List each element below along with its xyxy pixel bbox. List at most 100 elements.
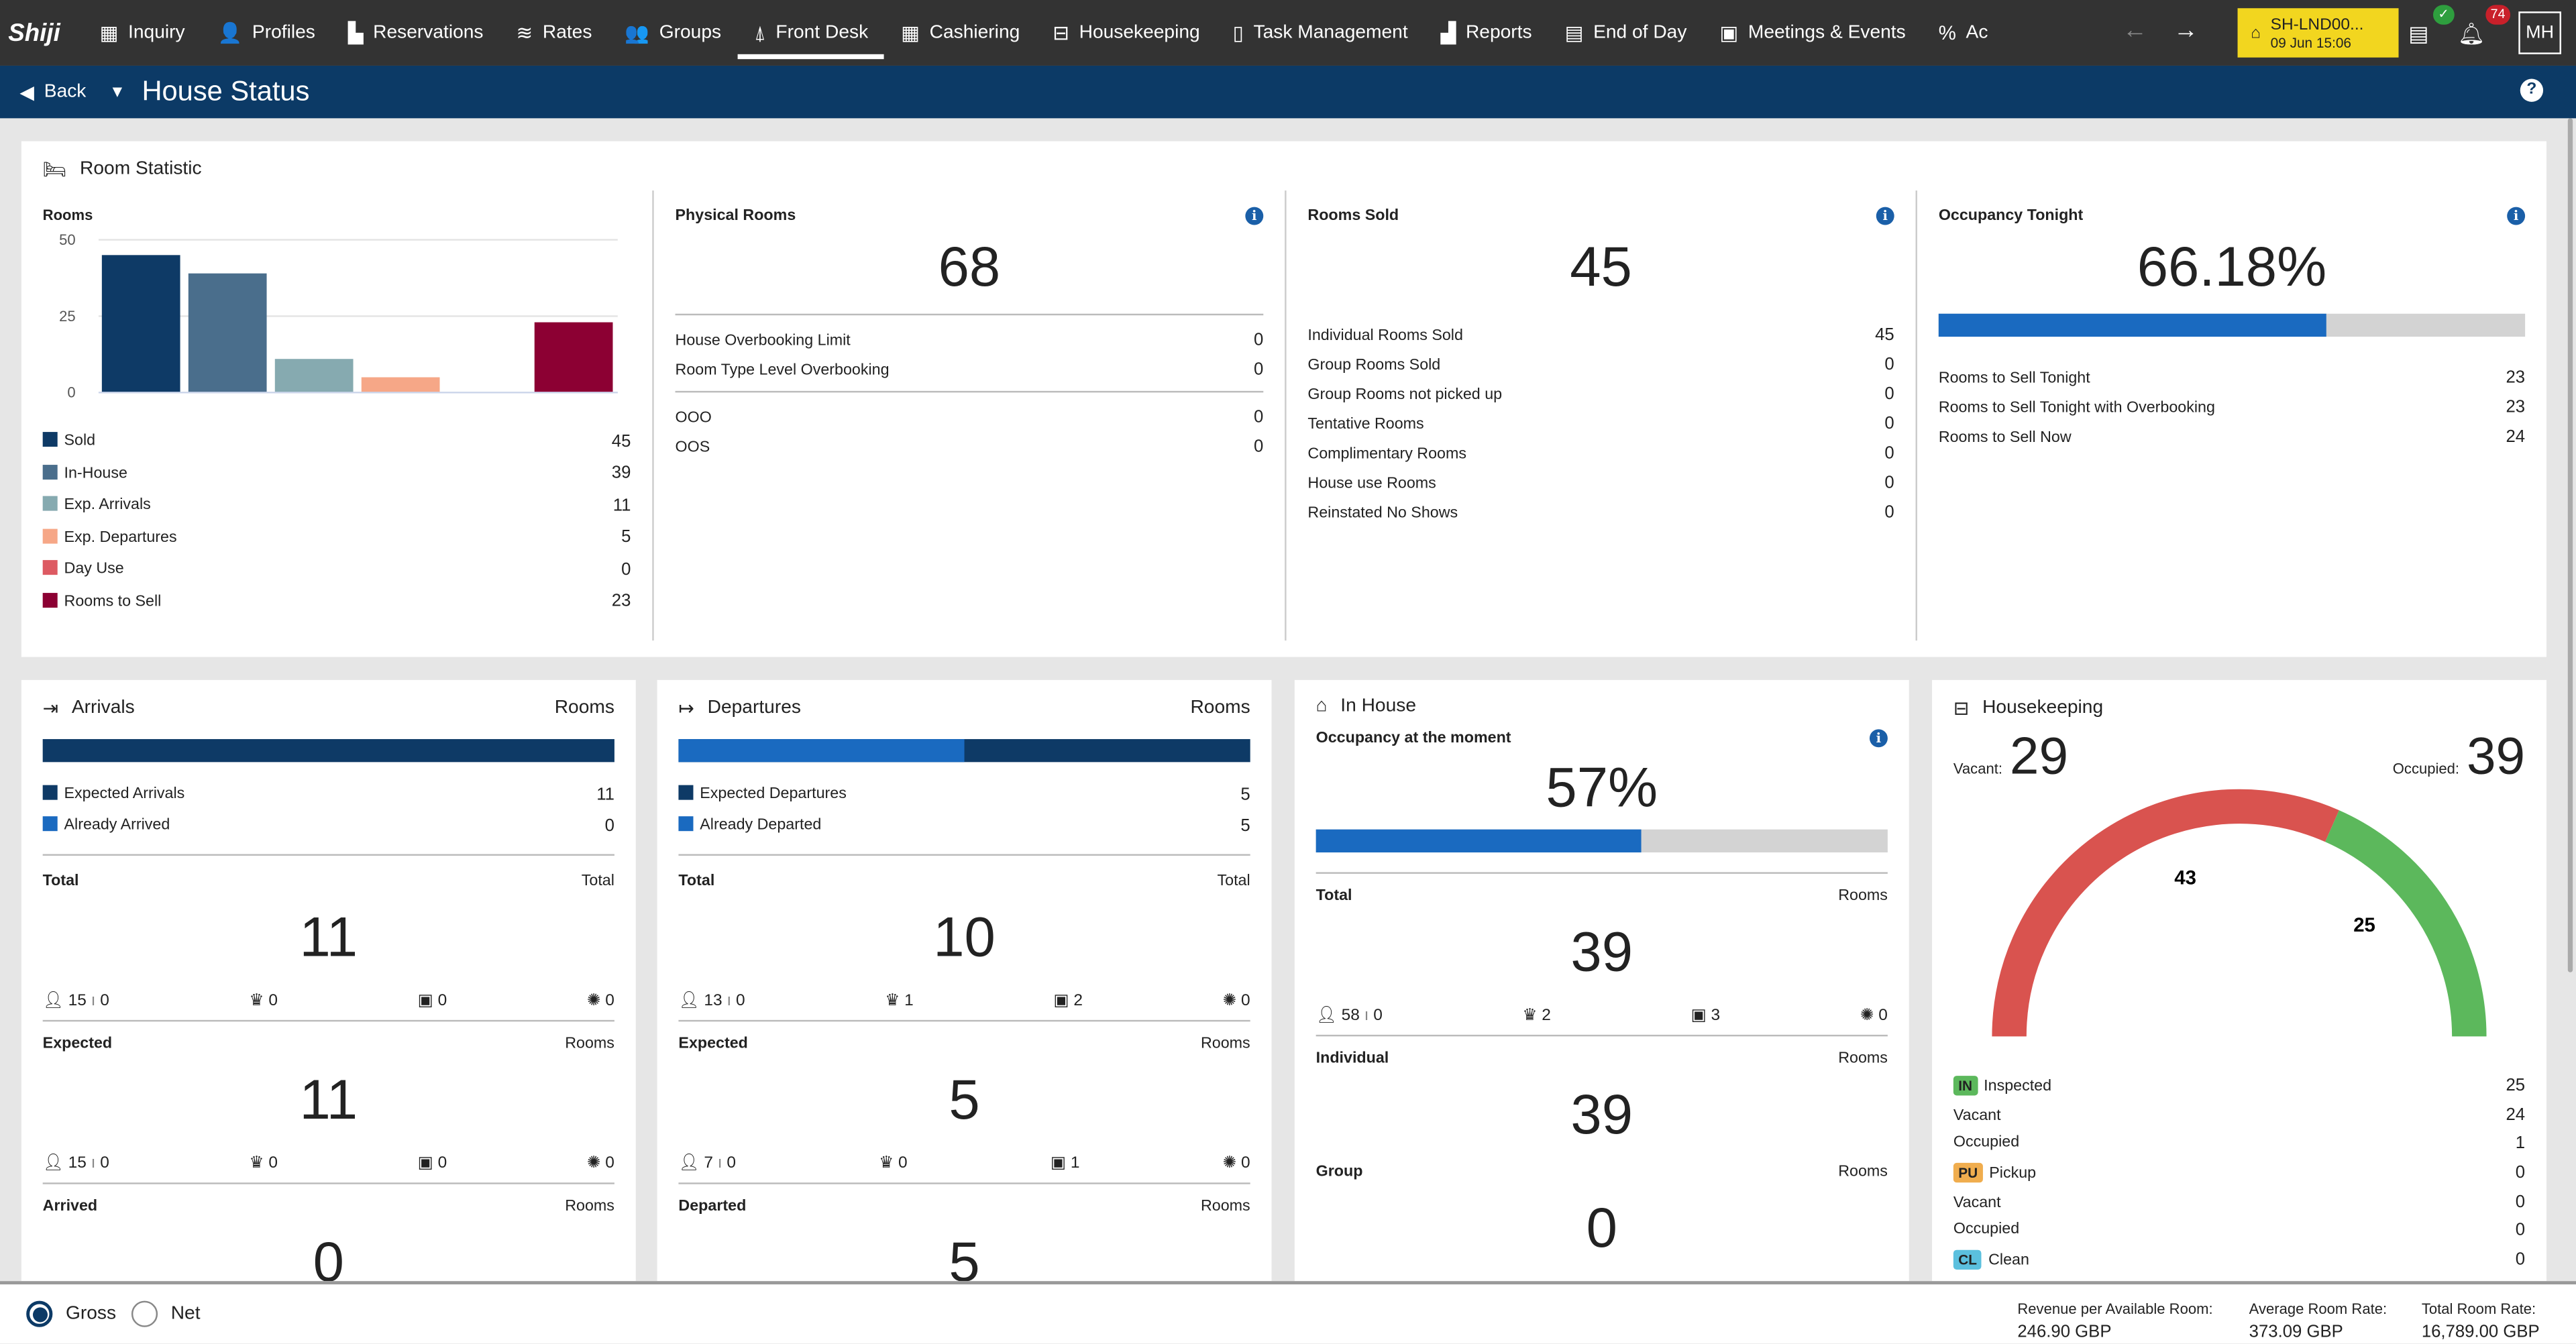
page-scrollbar[interactable] [2567,118,2573,972]
housekeeping-panel: ⊟ Housekeeping Vacant: 29 Occupied: 39 43… [1932,679,2546,1282]
nav-item-front-desk[interactable]: ⍋ Front Desk [737,0,885,66]
divider [678,1182,1250,1184]
section-departed: Departed Rooms 5 [657,1197,1272,1281]
nav-item-cashiering[interactable]: ▦ Cashiering [885,0,1036,66]
property-selector[interactable]: ⌂ SH-LND00... 09 Jun 15:06 [2237,8,2399,58]
gross-radio[interactable]: Gross [26,1300,117,1327]
stat-count: 0 [1240,992,1250,1011]
help-icon[interactable]: ? [2520,78,2544,102]
row-value: 0 [1253,359,1264,380]
section-label: Departed [678,1197,747,1216]
departures-icon: ↦ [678,699,695,720]
stat-count: 0 [898,1154,908,1173]
row-value: 0 [1884,502,1894,522]
legend-label: Exp. Departures [64,528,177,547]
nav-item-groups[interactable]: 👥 Groups [608,0,738,66]
arrivals-icon: ⇥ [42,699,59,720]
notification-bell-icon[interactable]: 🔔︎ [2457,21,2485,46]
legend-swatch [42,464,58,480]
legend-label: Already Departed [700,816,822,835]
legend-label: Exp. Arrivals [64,496,151,515]
nav-item-inquiry[interactable]: ▦ Inquiry [83,0,201,66]
stat-count: 0 [437,1154,447,1173]
section-label: Group [1316,1162,1363,1181]
y-tick-label: 0 [67,384,75,401]
legend-item: Day Use 0 [42,553,631,585]
gross-label: Gross [65,1304,117,1324]
section-value: 10 [933,906,996,969]
nav-item-profiles[interactable]: 👤 Profiles [201,0,331,66]
row-label: Rooms to Sell Tonight [1938,368,2090,387]
section-value: 0 [313,1231,344,1282]
legend-item: Exp. Departures 5 [42,522,631,554]
gear-icon: ✺ [1222,1154,1242,1173]
row-value: 23 [2506,397,2526,418]
percent-icon: % [1938,21,1956,45]
nav-item-rates[interactable]: ≋ Rates [500,0,608,66]
nav-item-reservations[interactable]: ▙ Reservations [331,0,500,66]
nav-forward-arrow-icon[interactable]: → [2174,16,2198,45]
row-label-wrap: Vacant [1953,1107,2001,1125]
section-label: Total [678,872,715,891]
info-icon[interactable]: i [2507,207,2526,225]
back-button[interactable]: ◀ Back [19,80,86,103]
info-icon[interactable]: i [1245,207,1264,225]
net-radio[interactable]: Net [131,1300,201,1327]
adults-count: 7 [704,1154,713,1173]
section-unit: Total [581,872,614,891]
panel-header: ↦ Departures Rooms [678,696,1250,720]
in-house-panel: ⌂ In House Occupancy at the moment i 57% Tota… [1294,679,1909,1282]
row-label-wrap: Occupied [1953,1221,2019,1239]
children-count: 0 [100,1154,109,1173]
stat-row: Room Type Level Overbooking 0 [676,355,1264,384]
badge-icon: ▣ [417,1154,438,1173]
physical-rooms-title: Physical Rooms [675,207,796,225]
vip-crown-icon: ♛ [885,992,905,1011]
property-code: SH-LND00... [2270,15,2364,34]
section-unit: Rooms [1838,887,1888,905]
user-avatar[interactable]: MH [2518,11,2561,54]
legend-swatch [42,432,58,447]
section-value: 39 [1570,921,1633,984]
nav-item-housekeeping[interactable]: ⊟ Housekeeping [1036,0,1216,66]
section-label: Total [42,872,79,891]
nav-items: ▦ Inquiry 👤 Profiles ▙ Reservations ≋ Rates 👥 Gro… [83,0,2096,66]
gear-icon: ✺ [586,992,606,1011]
rooms-sold-column: Rooms Sold i 45 Individual Rooms Sold 45 Gr… [1285,190,1915,641]
vip-crown-icon: ♛ [879,1154,899,1173]
status-tag: IN [1953,1076,1978,1096]
cashier-icon[interactable]: ▤ [2408,21,2429,46]
row-label: Vacant [1953,1193,2001,1212]
nav-item-end-of-day[interactable]: ▤ End of Day [1548,0,1703,66]
dropdown-caret-icon[interactable]: ▼ [109,82,125,101]
nav-item-ac[interactable]: % Ac [1922,0,2004,66]
nav-item-task-management[interactable]: ▯ Task Management [1216,0,1424,66]
adults-children-stat: 👤︎ 15 ı 0 [43,992,109,1010]
housekeeping-row: Vacant 0 [1953,1189,2525,1216]
housekeeping-row: Vacant 24 [1953,1102,2525,1129]
nav-back-arrow-icon[interactable]: ← [2123,16,2147,45]
row-label: Rooms to Sell Tonight with Overbooking [1938,398,2215,416]
section-group: Group Rooms 0 [1295,1163,1909,1263]
legend-item: Already Arrived 0 [42,809,614,841]
row-label: Rooms to Sell Now [1938,427,2072,446]
vip-crown-icon: ♛ [249,992,269,1011]
info-icon[interactable]: i [1869,729,1888,748]
legend-label: Expected Arrivals [64,785,185,803]
legend-swatch [42,785,58,800]
housekeeping-row: Occupied 0 [1953,1216,2525,1243]
stat-row: Group Rooms not picked up 0 [1307,380,1894,409]
guest-stats: 👤︎ 13 ı 0 ♛ 1 ▣ 2 ✺ 0 [678,989,1250,1020]
status-tag: PU [1953,1162,1983,1183]
person-icon: 👤︎ [42,992,68,1011]
home-icon: ⌂ [1316,696,1328,716]
nav-item-reports[interactable]: ▟ Reports [1424,0,1548,66]
y-tick-label: 50 [59,231,76,248]
vacant-label: Vacant: [1953,760,2002,777]
guest-stats: 👤︎ 15 ı 0 ♛ 0 ▣ 0 ✺ 0 [43,1152,614,1183]
section-total: Total Total 11 👤︎ 15 ı 0 ♛ 0 ▣ 0 ✺ 0 [21,872,636,1022]
stat-count: 0 [268,992,278,1011]
info-icon[interactable]: i [1876,207,1894,225]
legend-swatch [42,592,58,608]
nav-item-meetings-events[interactable]: ▣ Meetings & Events [1703,0,1922,66]
